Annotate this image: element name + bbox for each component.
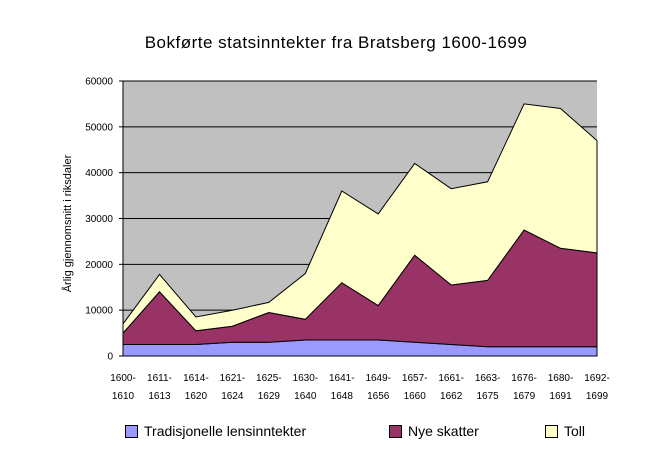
legend-swatch — [545, 424, 558, 438]
x-tick-label: 1649-1656 — [365, 373, 391, 402]
x-tick-label: 1680-1691 — [548, 373, 574, 402]
x-tick-label: 1692-1699 — [584, 373, 610, 402]
y-tick-label: 60000 — [85, 77, 113, 88]
axes — [122, 81, 597, 357]
x-tick-label: 1663-1675 — [475, 373, 501, 402]
x-tick-label: 1614-1620 — [183, 373, 209, 402]
y-axis-label: Årlig gjennomsnitt i riksdaler — [61, 154, 74, 292]
x-tick-label: 1611-1613 — [147, 373, 172, 402]
y-tick-label: 0 — [107, 352, 113, 363]
legend-item: Tradisjonelle lensinntekter — [125, 423, 306, 439]
x-tick-label: 1676-1679 — [511, 373, 537, 402]
legend-item: Toll — [545, 423, 585, 439]
y-tick-label: 30000 — [85, 214, 113, 225]
chart-title: Bokførte statsinntekter fra Bratsberg 16… — [144, 33, 528, 52]
y-tick-labels: 0 10000 20000 30000 40000 50000 60000 — [85, 77, 113, 363]
y-tick-label: 50000 — [85, 122, 113, 133]
legend-swatch — [389, 424, 402, 438]
stacked-areas — [122, 103, 598, 357]
legend-label: Nye skatter — [408, 423, 479, 439]
x-tick-label: 1630-1640 — [293, 373, 319, 402]
y-tick-label: 20000 — [85, 260, 113, 271]
legend-item: Nye skatter — [389, 423, 479, 439]
x-tick-label: 1641-1648 — [329, 373, 355, 402]
y-tick-label: 10000 — [85, 306, 113, 317]
area-series-toll — [122, 103, 598, 335]
x-tick-label: 1625-1629 — [256, 373, 282, 402]
y-tick-label: 40000 — [85, 168, 113, 179]
x-tick-label: 1657-1660 — [402, 373, 428, 402]
legend-label: Tradisjonelle lensinntekter — [144, 423, 307, 439]
x-tick-label: 1600-1610 — [110, 373, 136, 402]
x-tick-label: 1661-1662 — [438, 373, 464, 402]
legend-swatch — [125, 424, 138, 438]
x-tick-labels: 1600-1610 1611-1613 1614-1620 1621-1624 1625… — [110, 373, 610, 402]
legend-label: Toll — [564, 423, 586, 439]
x-tick-label: 1621-1624 — [220, 373, 246, 402]
